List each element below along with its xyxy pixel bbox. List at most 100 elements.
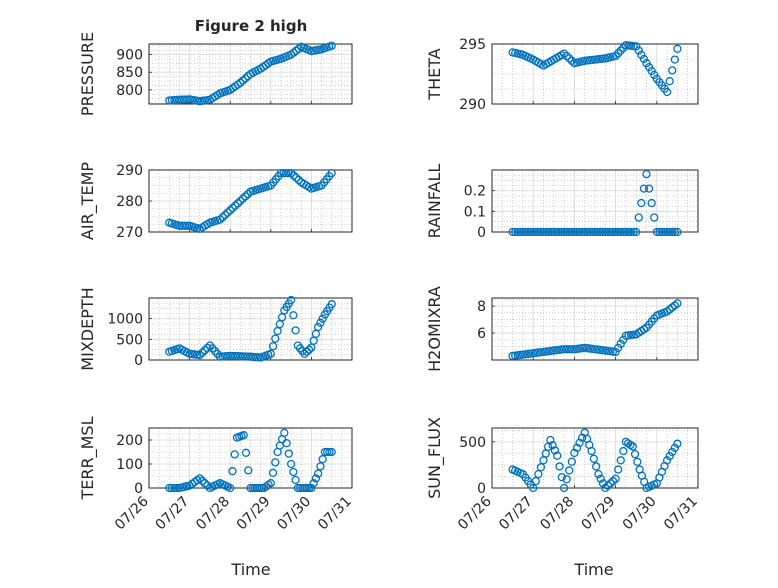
data-point — [567, 56, 576, 65]
data-point — [594, 470, 603, 479]
data-point — [516, 227, 525, 237]
data-point — [304, 483, 314, 493]
y-tick-label: 500 — [459, 435, 486, 451]
data-point — [553, 451, 562, 460]
data-point — [284, 449, 293, 458]
data-point — [226, 483, 235, 493]
y-axis-label: PRESSURE — [78, 32, 97, 116]
data-point — [550, 446, 560, 455]
figure-title: Figure 2 high — [195, 17, 308, 35]
data-point — [236, 196, 245, 206]
data-point — [587, 446, 596, 456]
data-point — [637, 50, 646, 59]
data-point — [241, 74, 250, 83]
data-point — [271, 334, 280, 343]
y-tick-label: 200 — [116, 433, 143, 449]
data-point — [637, 198, 646, 208]
data-point — [665, 77, 674, 86]
series-markers — [508, 169, 682, 237]
data-point — [642, 169, 651, 179]
data-point — [562, 227, 571, 237]
data-point — [665, 227, 674, 237]
data-point — [231, 201, 240, 210]
x-tick-label: 07/26 — [112, 493, 152, 533]
data-point — [309, 479, 318, 488]
data-point — [557, 227, 566, 237]
data-point — [314, 469, 323, 478]
y-tick-label: 270 — [116, 225, 143, 241]
data-point — [583, 227, 592, 237]
y-tick-label: 0 — [134, 481, 143, 497]
data-point — [673, 227, 682, 237]
data-point — [614, 227, 623, 237]
data-point — [294, 175, 303, 185]
y-axis-label: MIXDEPTH — [78, 287, 97, 370]
data-point — [318, 455, 327, 464]
data-point — [559, 227, 569, 237]
panel-rainfall: 0 0.1 0.2 RAINFALL — [425, 164, 699, 241]
data-point — [203, 343, 212, 353]
x-tick-label: 07/29 — [579, 494, 619, 534]
data-point — [302, 347, 312, 356]
data-point — [536, 463, 546, 472]
data-point — [172, 483, 182, 493]
data-point — [575, 227, 584, 237]
data-point — [606, 227, 615, 237]
data-point — [195, 350, 204, 360]
data-point — [198, 348, 207, 357]
axes-box — [148, 427, 353, 489]
y-tick-label: 800 — [116, 83, 143, 99]
x-tick-label: 07/28 — [537, 494, 577, 534]
y-tick-label: 295 — [459, 37, 486, 53]
y-axis-label: RAINFALL — [425, 164, 444, 239]
data-point — [673, 439, 682, 448]
data-point — [548, 441, 557, 450]
data-point — [670, 227, 679, 237]
data-point — [614, 49, 623, 58]
data-point — [657, 227, 667, 237]
data-point — [668, 447, 677, 457]
data-point — [289, 467, 298, 477]
data-point — [616, 456, 625, 465]
data-point — [215, 352, 225, 361]
data-point — [567, 457, 576, 466]
data-point — [567, 345, 576, 354]
y-axis-label: H2OMIXRA — [425, 286, 444, 372]
data-point — [286, 459, 296, 469]
data-point — [662, 87, 672, 97]
data-point — [241, 192, 250, 201]
data-point — [228, 203, 237, 213]
data-point — [630, 450, 640, 459]
data-point — [555, 462, 564, 471]
data-point — [292, 46, 301, 55]
x-tick-label: 07/27 — [496, 494, 536, 534]
data-point — [546, 435, 555, 445]
data-point — [634, 46, 643, 55]
data-point — [180, 221, 189, 230]
data-point — [629, 227, 638, 237]
data-point — [526, 227, 535, 237]
data-point — [554, 227, 564, 237]
x-tick-label: 07/31 — [315, 494, 355, 534]
data-point — [616, 227, 625, 237]
x-axis-label-right: Time — [573, 560, 613, 579]
data-point — [562, 345, 571, 354]
data-point — [628, 442, 637, 451]
data-point — [316, 462, 325, 471]
data-point — [292, 173, 301, 182]
data-point — [244, 466, 253, 475]
data-point — [665, 452, 674, 461]
minor-grid — [148, 427, 353, 489]
data-point — [327, 168, 336, 178]
axes-box — [491, 427, 699, 489]
y-tick-label: 0 — [477, 225, 486, 241]
series-markers — [508, 41, 682, 97]
data-point — [577, 227, 587, 237]
data-point — [264, 480, 273, 489]
data-point — [611, 227, 620, 237]
data-point — [626, 440, 635, 450]
x-tick-label: 07/28 — [193, 494, 233, 534]
y-axis-label: AIR_TEMP — [78, 162, 98, 240]
x-tick-label: 07/31 — [661, 494, 701, 534]
